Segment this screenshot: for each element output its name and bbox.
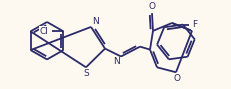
Text: F: F — [191, 20, 196, 29]
Text: O: O — [173, 74, 180, 83]
Text: N: N — [113, 57, 119, 66]
Text: O: O — [148, 2, 155, 11]
Text: N: N — [92, 17, 98, 26]
Text: S: S — [83, 69, 88, 78]
Text: Cl: Cl — [40, 27, 48, 36]
